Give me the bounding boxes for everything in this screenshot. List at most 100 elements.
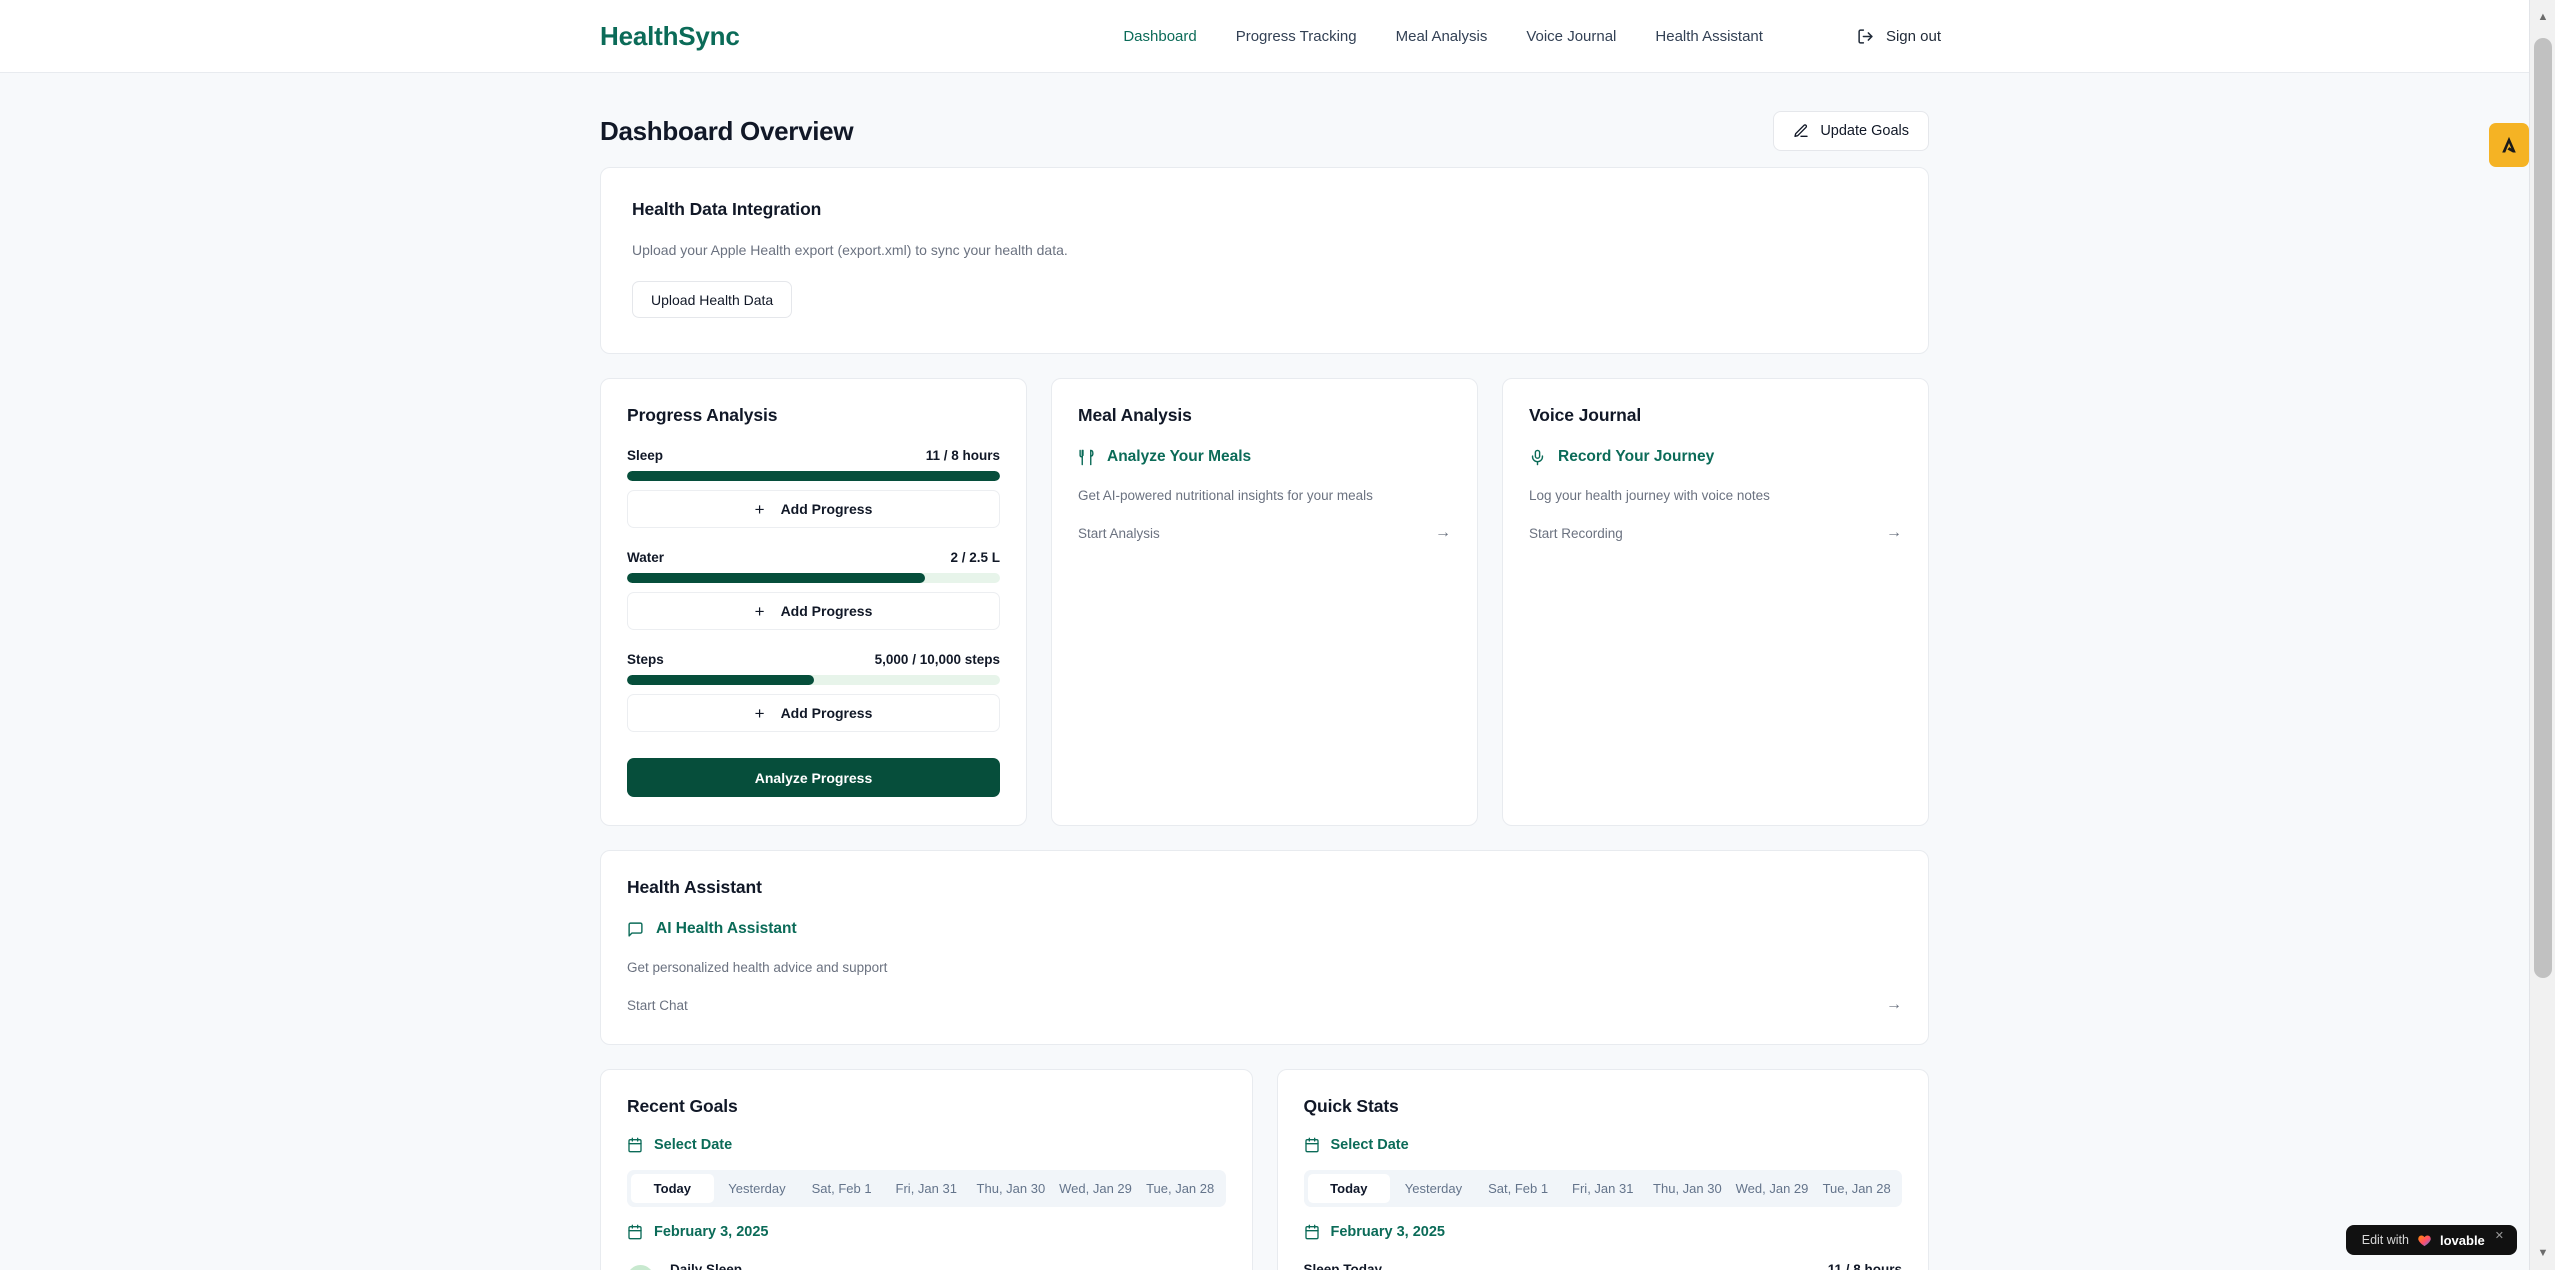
brand-logo-icon <box>2498 134 2520 156</box>
recent-goals-tab-fri-jan-31[interactable]: Fri, Jan 31 <box>895 1181 957 1196</box>
start-chat-label: Start Chat <box>627 997 688 1013</box>
metric-sleep-today-label: Sleep Today <box>1303 1262 1383 1270</box>
nav-item-dashboard[interactable]: Dashboard <box>1123 27 1197 45</box>
recent-goals-tab-today[interactable]: Today <box>631 1174 714 1203</box>
metric-water-progress-fill <box>627 573 926 583</box>
recent-goals-tab-yesterday[interactable]: Yesterday <box>728 1181 786 1196</box>
start-recording-cta[interactable]: Start Recording → <box>1529 524 1902 542</box>
health-assistant-description: Get personalized health advice and suppo… <box>627 960 888 975</box>
close-icon[interactable]: ✕ <box>2494 1230 2504 1242</box>
health-assistant-card: Health Assistant AI Health Assistant Get… <box>600 850 1929 1045</box>
recent-goals-date-tabs: Today Yesterday Sat, Feb 1 Fri, Jan 31 T… <box>627 1170 1226 1207</box>
quick-stats-title: Quick Stats <box>1303 1096 1399 1116</box>
voice-journal-description: Log your health journey with voice notes <box>1529 488 1770 503</box>
list-item[interactable]: Daily Sleep 11 / 8 hours <box>627 1262 1226 1270</box>
health-assistant-title: Health Assistant <box>627 877 762 897</box>
recent-goals-selected-date: February 3, 2025 <box>627 1224 1226 1240</box>
edit-with-lovable-prefix: Edit with <box>2361 1233 2409 1247</box>
brand-logo[interactable]: HealthSync <box>600 20 740 51</box>
arrow-right-icon: → <box>1435 524 1451 541</box>
metric-water-label: Water <box>627 550 665 565</box>
sign-out-button[interactable]: Sign out <box>1857 28 1941 45</box>
feature-card-row: Progress Analysis Sleep 11 / 8 hours + A… <box>600 378 1929 826</box>
metric-steps-value: 5,000 / 10,000 steps <box>874 652 1000 667</box>
update-goals-label: Update Goals <box>1820 123 1909 139</box>
start-analysis-label: Start Analysis <box>1078 525 1160 541</box>
recent-goals-tab-thu-jan-30[interactable]: Thu, Jan 30 <box>976 1181 1046 1196</box>
calendar-icon <box>627 1224 643 1240</box>
heart-icon <box>2417 1233 2432 1248</box>
metric-sleep: Sleep 11 / 8 hours + Add Progress <box>627 448 1000 528</box>
vertical-scrollbar[interactable]: ▲ ▼ <box>2529 0 2555 1270</box>
recent-goals-tab-wed-jan-29[interactable]: Wed, Jan 29 <box>1059 1181 1132 1196</box>
meal-analysis-description: Get AI-powered nutritional insights for … <box>1078 488 1373 503</box>
edit-with-lovable-badge[interactable]: Edit with lovable ✕ <box>2345 1225 2517 1255</box>
scroll-up-icon[interactable]: ▲ <box>2537 10 2549 23</box>
analyze-your-meals-label: Analyze Your Meals <box>1107 448 1252 465</box>
quick-stats-selected-date: February 3, 2025 <box>1304 1224 1903 1240</box>
quick-stats-tab-wed-jan-29[interactable]: Wed, Jan 29 <box>1735 1181 1809 1196</box>
quick-stats-date-tabs: Today Yesterday Sat, Feb 1 Fri, Jan 31 T… <box>1303 1170 1902 1207</box>
page-title: Dashboard Overview <box>600 115 854 146</box>
start-chat-cta[interactable]: Start Chat → <box>627 996 1902 1014</box>
health-data-integration-card: Health Data Integration Upload your Appl… <box>600 167 1929 354</box>
plus-icon: + <box>754 703 765 723</box>
nav-item-meal-analysis[interactable]: Meal Analysis <box>1395 27 1488 45</box>
progress-analysis-card: Progress Analysis Sleep 11 / 8 hours + A… <box>600 378 1027 826</box>
app-header: HealthSync Dashboard Progress Tracking M… <box>0 0 2529 73</box>
nav-item-voice-journal[interactable]: Voice Journal <box>1526 27 1617 45</box>
add-progress-sleep-button[interactable]: + Add Progress <box>627 490 1000 528</box>
meal-analysis-card: Meal Analysis Analyze Your Meals Get AI-… <box>1051 378 1478 826</box>
pencil-icon <box>1793 123 1809 139</box>
nav-item-progress-tracking[interactable]: Progress Tracking <box>1235 27 1357 45</box>
recent-goals-selected-date-label: February 3, 2025 <box>654 1224 769 1240</box>
metric-water-progressbar <box>627 573 1000 583</box>
quick-stats-select-date-button[interactable]: Select Date <box>1304 1137 1903 1153</box>
plus-icon: + <box>754 601 765 621</box>
voice-journal-title: Voice Journal <box>1529 405 1642 425</box>
ai-health-assistant-label: AI Health Assistant <box>656 920 797 937</box>
recent-goals-select-date-label: Select Date <box>654 1137 733 1153</box>
quick-stats-tab-today[interactable]: Today <box>1307 1174 1391 1203</box>
voice-journal-card: Voice Journal Record Your Journey Log yo… <box>1502 378 1929 826</box>
recent-goals-tab-sat-feb-1[interactable]: Sat, Feb 1 <box>811 1181 872 1196</box>
meal-analysis-title: Meal Analysis <box>1078 405 1192 425</box>
analyze-progress-button[interactable]: Analyze Progress <box>627 758 1000 797</box>
quick-stats-tab-yesterday[interactable]: Yesterday <box>1404 1181 1463 1196</box>
add-progress-steps-label: Add Progress <box>780 705 873 721</box>
recent-goals-select-date-button[interactable]: Select Date <box>627 1137 1226 1153</box>
nav-item-health-assistant[interactable]: Health Assistant <box>1655 27 1763 45</box>
quick-stats-tab-sat-feb-1[interactable]: Sat, Feb 1 <box>1488 1181 1549 1196</box>
add-progress-steps-button[interactable]: + Add Progress <box>627 694 1000 732</box>
scroll-down-icon[interactable]: ▼ <box>2537 1246 2549 1259</box>
metric-sleep-today: Sleep Today 11 / 8 hours + Add Progress <box>1304 1262 1903 1270</box>
record-your-journey-label: Record Your Journey <box>1558 448 1715 465</box>
page-header-row: Dashboard Overview Update Goals <box>600 95 1929 167</box>
start-analysis-cta[interactable]: Start Analysis → <box>1078 524 1451 542</box>
health-data-integration-title: Health Data Integration <box>632 199 822 219</box>
metric-steps-progress-fill <box>627 675 814 685</box>
quick-stats-tab-thu-jan-30[interactable]: Thu, Jan 30 <box>1653 1181 1722 1196</box>
plus-icon: + <box>754 499 765 519</box>
quick-stats-tab-fri-jan-31[interactable]: Fri, Jan 31 <box>1572 1181 1634 1196</box>
sign-out-label: Sign out <box>1885 27 1941 45</box>
metric-water-value: 2 / 2.5 L <box>950 550 1000 565</box>
ai-health-assistant-link[interactable]: AI Health Assistant <box>627 920 1902 938</box>
update-goals-button[interactable]: Update Goals <box>1773 111 1929 151</box>
start-recording-label: Start Recording <box>1529 525 1623 541</box>
add-progress-sleep-label: Add Progress <box>780 501 873 517</box>
quick-stats-tab-tue-jan-28[interactable]: Tue, Jan 28 <box>1822 1181 1891 1196</box>
record-your-journey-link[interactable]: Record Your Journey <box>1529 448 1902 466</box>
arrow-right-icon: → <box>1886 524 1902 541</box>
metric-water: Water 2 / 2.5 L + Add Progress <box>627 550 1000 630</box>
upload-health-data-button[interactable]: Upload Health Data <box>632 281 793 318</box>
recent-goals-tab-tue-jan-28[interactable]: Tue, Jan 28 <box>1146 1181 1215 1196</box>
scrollbar-thumb[interactable] <box>2534 38 2552 978</box>
analyze-your-meals-link[interactable]: Analyze Your Meals <box>1078 448 1451 466</box>
add-progress-water-button[interactable]: + Add Progress <box>627 592 1000 630</box>
brand-logo-fab-button[interactable] <box>2489 123 2529 167</box>
lovable-brand-label: lovable <box>2439 1232 2485 1248</box>
metric-sleep-value: 11 / 8 hours <box>925 448 1000 463</box>
